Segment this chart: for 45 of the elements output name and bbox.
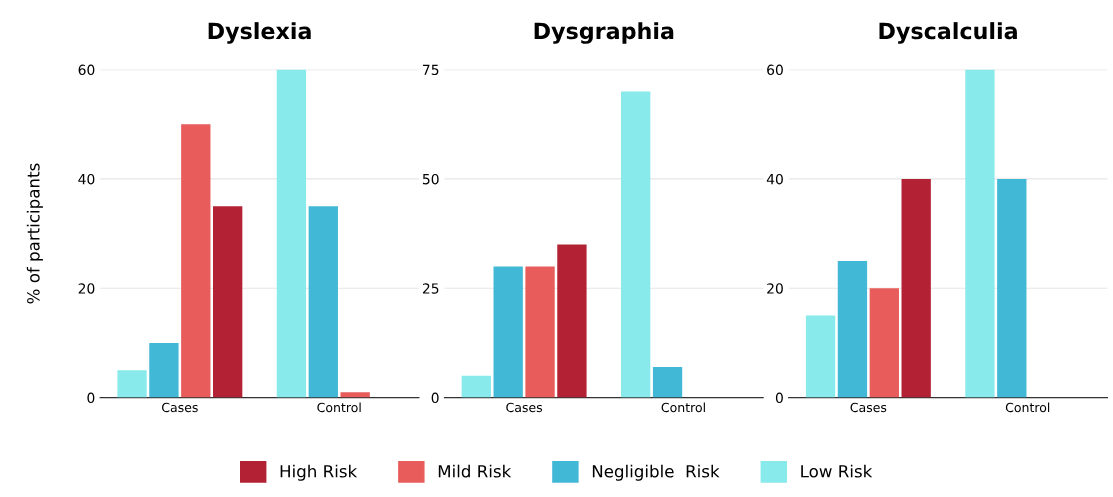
bar	[901, 178, 931, 398]
bar	[805, 315, 836, 398]
x-tick-label: Control	[317, 402, 361, 413]
y-tick-label: 75	[423, 64, 439, 76]
bar	[652, 366, 683, 398]
y-axis-title: % of participants	[26, 163, 43, 304]
y-tick-label: 60	[767, 64, 783, 76]
x-tick-label: Cases	[506, 402, 543, 413]
x-tick-label: Cases	[162, 402, 198, 413]
bar	[621, 91, 651, 398]
bar	[837, 260, 868, 398]
chart-title: Dyscalculia	[879, 22, 1017, 44]
bar	[525, 266, 555, 398]
y-tick-label: 20	[767, 283, 783, 294]
bar	[181, 124, 211, 398]
y-tick-label: 40	[78, 173, 95, 185]
x-tick-label: Control	[661, 402, 705, 413]
legend-label: Low Risk	[801, 464, 873, 478]
bar	[117, 370, 147, 398]
bar	[340, 392, 370, 398]
bar	[149, 342, 179, 398]
y-tick-label: 0	[87, 392, 95, 404]
chart-title: Dyslexia	[208, 22, 311, 44]
x-tick-label: Control	[1005, 402, 1050, 413]
y-tick-label: 25	[422, 283, 439, 294]
y-tick-label: 0	[775, 392, 783, 404]
legend-label: High Risk	[280, 464, 358, 481]
x-tick-label: Cases	[850, 402, 887, 413]
chart-title: Dysgraphia	[534, 22, 674, 44]
y-tick-label: 60	[78, 64, 95, 76]
bar	[461, 375, 491, 398]
y-tick-label: 50	[422, 173, 439, 185]
bar	[213, 206, 243, 398]
y-tick-label: 20	[78, 283, 95, 294]
bar	[276, 69, 307, 398]
bar	[997, 178, 1027, 398]
legend-label: Mild Risk	[438, 464, 512, 478]
bar	[493, 266, 523, 398]
y-tick-label: 0	[431, 392, 439, 404]
bar	[965, 69, 995, 398]
bar	[557, 244, 587, 398]
bar	[869, 288, 899, 398]
y-tick-label: 40	[766, 173, 783, 185]
bar	[308, 206, 338, 398]
legend-label: Negligible Risk	[592, 464, 720, 481]
